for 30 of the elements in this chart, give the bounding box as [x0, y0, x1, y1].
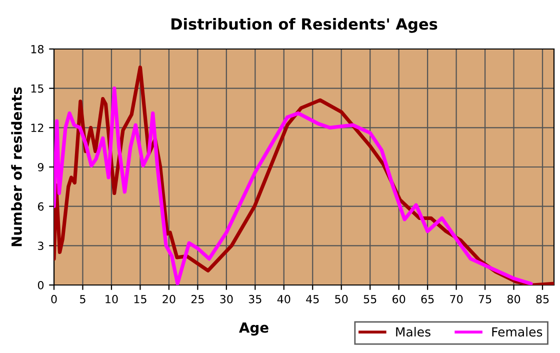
y-tick-label: 0 [38, 280, 44, 290]
y-tick-label: 15 [31, 84, 44, 93]
x-tick-label: 10 [106, 294, 118, 304]
y-tick-label: 18 [31, 44, 44, 54]
x-tick-label: 5 [80, 295, 86, 304]
y-tick-label: 3 [38, 242, 44, 250]
x-tick-label: 55 [364, 295, 376, 304]
x-tick-label: 65 [421, 294, 434, 304]
x-tick-label: 50 [335, 294, 348, 304]
x-tick-label: 80 [507, 294, 520, 304]
x-tick-label: 15 [134, 295, 146, 304]
x-tick-label: 75 [478, 295, 492, 304]
y-tick-label: 6 [38, 202, 44, 211]
chart-title: Distribution of Residents' Ages [171, 18, 438, 33]
x-tick-label: 25 [191, 294, 204, 304]
x-tick-label: 60 [392, 294, 406, 304]
y-tick-label: 12 [31, 124, 44, 132]
y-tick-label: 9 [38, 162, 44, 172]
legend-label: Females [492, 326, 542, 337]
x-tick-label: 35 [248, 294, 262, 304]
x-axis-title: Age [239, 322, 268, 336]
x-tick-label: 20 [162, 294, 176, 304]
x-tick-label: 30 [220, 294, 233, 304]
x-tick-label: 45 [306, 295, 319, 304]
x-tick-label: 85 [536, 294, 549, 304]
x-tick-label: 0 [51, 294, 57, 304]
y-axis-title: Number of residents [11, 87, 22, 246]
x-tick-label: 70 [450, 294, 463, 304]
x-tick-label: 40 [277, 294, 290, 304]
legend-label: Males [396, 326, 430, 337]
